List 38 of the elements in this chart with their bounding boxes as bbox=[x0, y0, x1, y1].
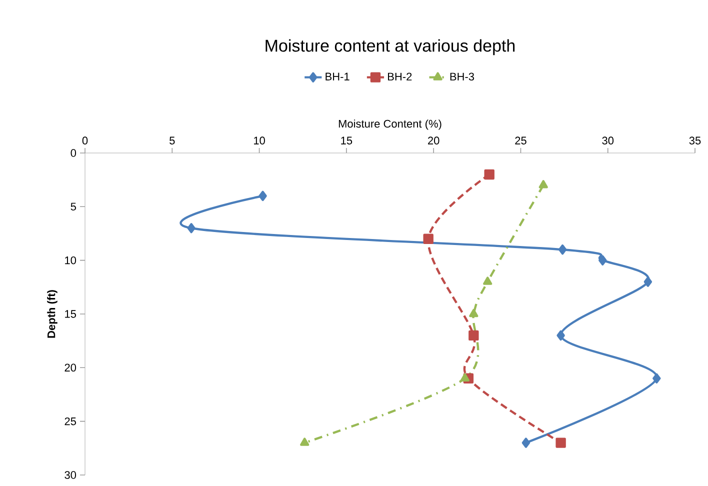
y-tick-label: 5 bbox=[70, 202, 76, 210]
point bbox=[187, 223, 196, 234]
y-tick-label: 30 bbox=[64, 471, 76, 479]
legend-label: BH-3 bbox=[450, 72, 474, 81]
x-tick-label: 25 bbox=[515, 136, 526, 144]
point bbox=[423, 234, 434, 244]
y-tick-label: 25 bbox=[64, 417, 76, 426]
chart-title: Moisture content at various depth bbox=[266, 39, 515, 56]
x-tick-label: 5 bbox=[170, 136, 175, 144]
point bbox=[522, 438, 530, 448]
x-tick-label: 20 bbox=[428, 136, 440, 144]
x-tick-label: 15 bbox=[341, 136, 352, 144]
legend-label: BH-2 bbox=[388, 72, 412, 80]
point bbox=[644, 276, 652, 287]
point bbox=[538, 180, 548, 188]
point bbox=[483, 276, 492, 285]
point bbox=[556, 438, 566, 448]
point bbox=[652, 373, 661, 384]
point bbox=[258, 190, 267, 202]
x-tick-label: 0 bbox=[82, 136, 88, 144]
y-tick-label: 15 bbox=[65, 310, 76, 318]
point bbox=[300, 438, 310, 446]
point bbox=[558, 244, 567, 255]
point bbox=[469, 308, 478, 318]
x-tick-label: 30 bbox=[602, 136, 614, 144]
point bbox=[556, 330, 565, 341]
x-tick-label: 35 bbox=[689, 136, 701, 144]
legend-label: BH-1 bbox=[326, 72, 350, 80]
y-tick-label: 20 bbox=[64, 364, 76, 372]
point bbox=[460, 373, 470, 382]
y-tick-label: 0 bbox=[70, 149, 76, 157]
point bbox=[598, 255, 607, 266]
x-axis-title: Moisture Content (%) bbox=[338, 120, 442, 130]
point bbox=[484, 169, 494, 180]
point bbox=[468, 330, 479, 341]
x-tick-label: 10 bbox=[254, 136, 265, 144]
y-tick-label: 10 bbox=[65, 256, 76, 264]
y-axis-title: Depth (ft) bbox=[47, 290, 58, 338]
